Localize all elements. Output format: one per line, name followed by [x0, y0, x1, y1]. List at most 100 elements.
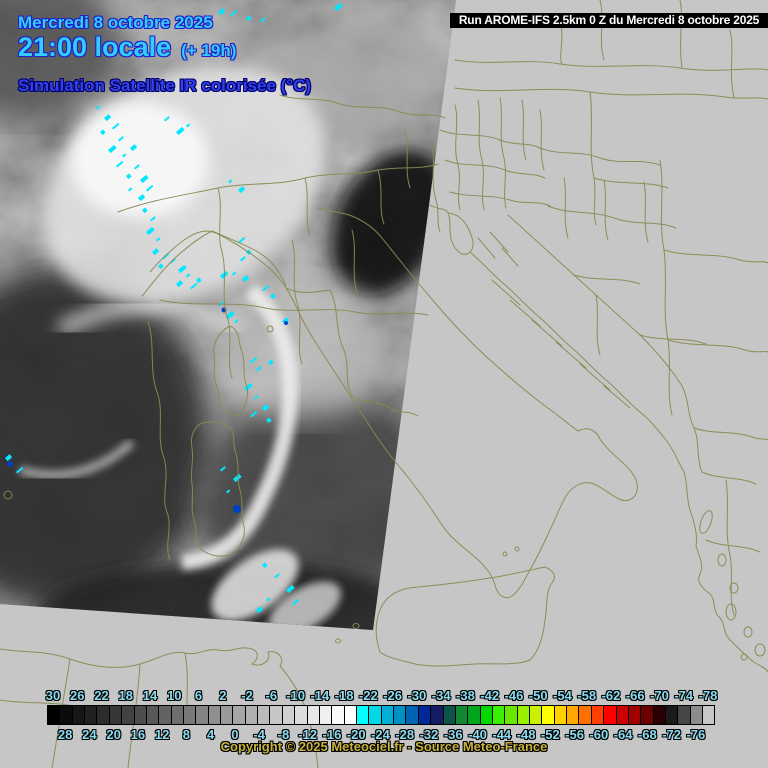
scale-label: 14 [142, 688, 158, 703]
scale-label: -66 [625, 688, 645, 703]
scale-cell [60, 706, 72, 724]
scale-cell [233, 706, 245, 724]
product-subtitle: Simulation Satellite IR colorisée (°C) [18, 76, 312, 95]
scale-cell [171, 706, 183, 724]
scale-label: 26 [70, 688, 85, 703]
scale-cell [97, 706, 109, 724]
scale-cell [159, 706, 171, 724]
scale-cell [418, 706, 431, 724]
temperature-color-scale [47, 705, 715, 725]
scale-cell [480, 706, 492, 724]
cold-cloud-speckles [4, 2, 343, 614]
scale-cell [431, 706, 443, 724]
scale-label: -46 [504, 688, 524, 703]
scale-label: 12 [154, 727, 170, 742]
scale-cell [183, 706, 196, 724]
scale-label: -26 [383, 688, 403, 703]
scale-label: 4 [207, 727, 215, 742]
scale-label: -42 [480, 688, 500, 703]
scale-cell [703, 706, 715, 724]
scale-cell [295, 706, 307, 724]
scale-cell [221, 706, 233, 724]
scale-cell [616, 706, 628, 724]
scale-cell [591, 706, 604, 724]
scale-label: -2 [241, 688, 253, 703]
scale-label: -20 [346, 727, 366, 742]
model-run-banner: Run AROME-IFS 2.5km 0 Z du Mercredi 8 oc… [450, 13, 768, 28]
scale-label: 24 [82, 727, 97, 742]
scale-label: 2 [219, 688, 227, 703]
scale-label: -72 [662, 727, 681, 742]
scale-cell [443, 706, 455, 724]
copyright-notice: Copyright © 2025 Meteociel.fr - Source M… [220, 739, 548, 754]
scale-cell [48, 706, 60, 724]
scale-cell [109, 706, 122, 724]
scale-cell [134, 706, 146, 724]
scale-cell [517, 706, 530, 724]
scale-label: 20 [106, 727, 121, 742]
scale-cell [196, 706, 208, 724]
scale-label: 22 [94, 688, 109, 703]
scale-cell [282, 706, 295, 724]
scale-label: -14 [310, 688, 330, 703]
scale-cell [492, 706, 505, 724]
scale-cell [307, 706, 319, 724]
scale-label: -24 [371, 727, 390, 742]
scale-label: -12 [298, 727, 318, 742]
scale-cell [245, 706, 258, 724]
scale-cell [381, 706, 394, 724]
scale-label: -4 [253, 727, 265, 742]
scale-cell [505, 706, 517, 724]
scale-cell [567, 706, 579, 724]
scale-cell [542, 706, 554, 724]
scale-cell [665, 706, 678, 724]
scale-cell [530, 706, 542, 724]
scale-cell [455, 706, 468, 724]
scale-label: -30 [407, 688, 427, 703]
local-time: 21:00 locale [18, 32, 172, 62]
scale-cell [332, 706, 344, 724]
scale-label: -54 [553, 688, 572, 703]
scale-label: -58 [577, 688, 597, 703]
scale-label: 16 [130, 727, 146, 742]
scale-label: -56 [565, 727, 584, 742]
scale-label: -50 [528, 688, 548, 703]
scale-cell [270, 706, 282, 724]
scale-cell [85, 706, 97, 724]
scale-label: -52 [540, 727, 560, 742]
scale-label: -64 [613, 727, 633, 742]
scale-label: -48 [516, 727, 536, 742]
scale-cell [406, 706, 418, 724]
scale-cell [653, 706, 665, 724]
scale-label: -60 [589, 727, 609, 742]
scale-label: -22 [358, 688, 378, 703]
scale-cell [554, 706, 567, 724]
scale-label: -10 [286, 688, 305, 703]
scale-label: -76 [686, 727, 706, 742]
scale-cell [146, 706, 159, 724]
scale-cell [369, 706, 381, 724]
scale-cell [319, 706, 332, 724]
time-label: 21:00 locale (+ 19h) [18, 34, 236, 61]
scale-label: 10 [167, 688, 182, 703]
scale-label: -6 [265, 688, 278, 703]
scale-cell [641, 706, 653, 724]
scale-label: -18 [334, 688, 354, 703]
scale-label: -68 [637, 727, 657, 742]
scale-label: 0 [231, 727, 239, 742]
scale-label: 8 [182, 727, 191, 742]
scale-label: -28 [395, 727, 415, 742]
scale-label: 30 [45, 688, 61, 703]
scale-label: -44 [492, 727, 512, 742]
scale-label: 6 [194, 688, 203, 703]
scale-cell [690, 706, 703, 724]
forecast-offset: (+ 19h) [181, 41, 237, 60]
scale-cell [678, 706, 690, 724]
scale-label: -40 [468, 727, 487, 742]
scale-label: -36 [443, 727, 463, 742]
scale-cell [628, 706, 641, 724]
scale-label: -8 [277, 727, 290, 742]
